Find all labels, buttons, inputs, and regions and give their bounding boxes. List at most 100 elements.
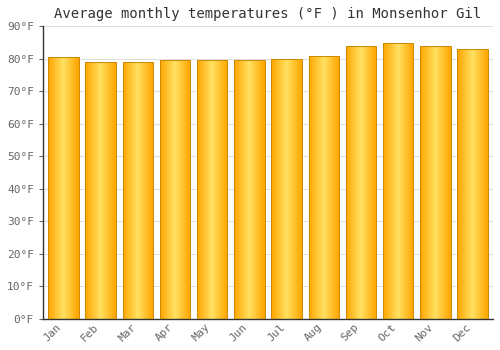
- Bar: [204, 61, 206, 319]
- Bar: [214, 61, 216, 319]
- Bar: [220, 61, 222, 319]
- Bar: [399, 43, 400, 319]
- Bar: [358, 46, 360, 319]
- Bar: [151, 62, 152, 319]
- Bar: [374, 46, 376, 319]
- Bar: [422, 46, 423, 319]
- Bar: [275, 59, 276, 319]
- Bar: [242, 61, 244, 319]
- Bar: [323, 56, 324, 319]
- Bar: [246, 61, 247, 319]
- Bar: [346, 46, 348, 319]
- Bar: [126, 62, 127, 319]
- Bar: [330, 56, 332, 319]
- Bar: [135, 62, 136, 319]
- Bar: [487, 49, 488, 319]
- Bar: [76, 57, 77, 319]
- Bar: [284, 59, 285, 319]
- Bar: [89, 62, 90, 319]
- Bar: [217, 61, 218, 319]
- Bar: [468, 49, 469, 319]
- Bar: [283, 59, 284, 319]
- Bar: [62, 57, 64, 319]
- Bar: [162, 61, 163, 319]
- Bar: [350, 46, 351, 319]
- Bar: [152, 62, 153, 319]
- Bar: [165, 61, 166, 319]
- Bar: [327, 56, 328, 319]
- Bar: [384, 43, 385, 319]
- Bar: [373, 46, 374, 319]
- Bar: [258, 61, 260, 319]
- Bar: [202, 61, 203, 319]
- Bar: [130, 62, 131, 319]
- Bar: [458, 49, 459, 319]
- Bar: [385, 43, 386, 319]
- Bar: [176, 61, 178, 319]
- Bar: [226, 61, 228, 319]
- Bar: [74, 57, 75, 319]
- Bar: [482, 49, 484, 319]
- Bar: [90, 62, 92, 319]
- Bar: [169, 61, 170, 319]
- Bar: [255, 61, 256, 319]
- Bar: [437, 46, 438, 319]
- Bar: [262, 61, 263, 319]
- Bar: [427, 46, 428, 319]
- Bar: [54, 57, 55, 319]
- Bar: [260, 61, 261, 319]
- Bar: [175, 61, 176, 319]
- Bar: [280, 59, 281, 319]
- Bar: [400, 43, 402, 319]
- Bar: [370, 46, 371, 319]
- Bar: [426, 46, 427, 319]
- Bar: [308, 56, 339, 319]
- Bar: [219, 61, 220, 319]
- Bar: [52, 57, 53, 319]
- Bar: [383, 43, 414, 319]
- Bar: [308, 56, 310, 319]
- Bar: [403, 43, 404, 319]
- Bar: [329, 56, 330, 319]
- Bar: [125, 62, 126, 319]
- Bar: [201, 61, 202, 319]
- Bar: [371, 46, 372, 319]
- Bar: [164, 61, 165, 319]
- Bar: [351, 46, 352, 319]
- Bar: [48, 57, 49, 319]
- Title: Average monthly temperatures (°F ) in Monsenhor Gil: Average monthly temperatures (°F ) in Mo…: [54, 7, 482, 21]
- Bar: [100, 62, 102, 319]
- Bar: [234, 61, 264, 319]
- Bar: [313, 56, 314, 319]
- Bar: [314, 56, 316, 319]
- Bar: [432, 46, 433, 319]
- Bar: [102, 62, 103, 319]
- Bar: [348, 46, 349, 319]
- Bar: [311, 56, 312, 319]
- Bar: [257, 61, 258, 319]
- Bar: [48, 57, 78, 319]
- Bar: [322, 56, 323, 319]
- Bar: [261, 61, 262, 319]
- Bar: [113, 62, 114, 319]
- Bar: [312, 56, 313, 319]
- Bar: [486, 49, 487, 319]
- Bar: [185, 61, 186, 319]
- Bar: [106, 62, 108, 319]
- Bar: [446, 46, 447, 319]
- Bar: [240, 61, 241, 319]
- Bar: [383, 43, 384, 319]
- Bar: [365, 46, 366, 319]
- Bar: [253, 61, 254, 319]
- Bar: [464, 49, 465, 319]
- Bar: [324, 56, 326, 319]
- Bar: [69, 57, 70, 319]
- Bar: [388, 43, 389, 319]
- Bar: [387, 43, 388, 319]
- Bar: [108, 62, 109, 319]
- Bar: [140, 62, 141, 319]
- Bar: [172, 61, 174, 319]
- Bar: [292, 59, 294, 319]
- Bar: [423, 46, 424, 319]
- Bar: [122, 62, 153, 319]
